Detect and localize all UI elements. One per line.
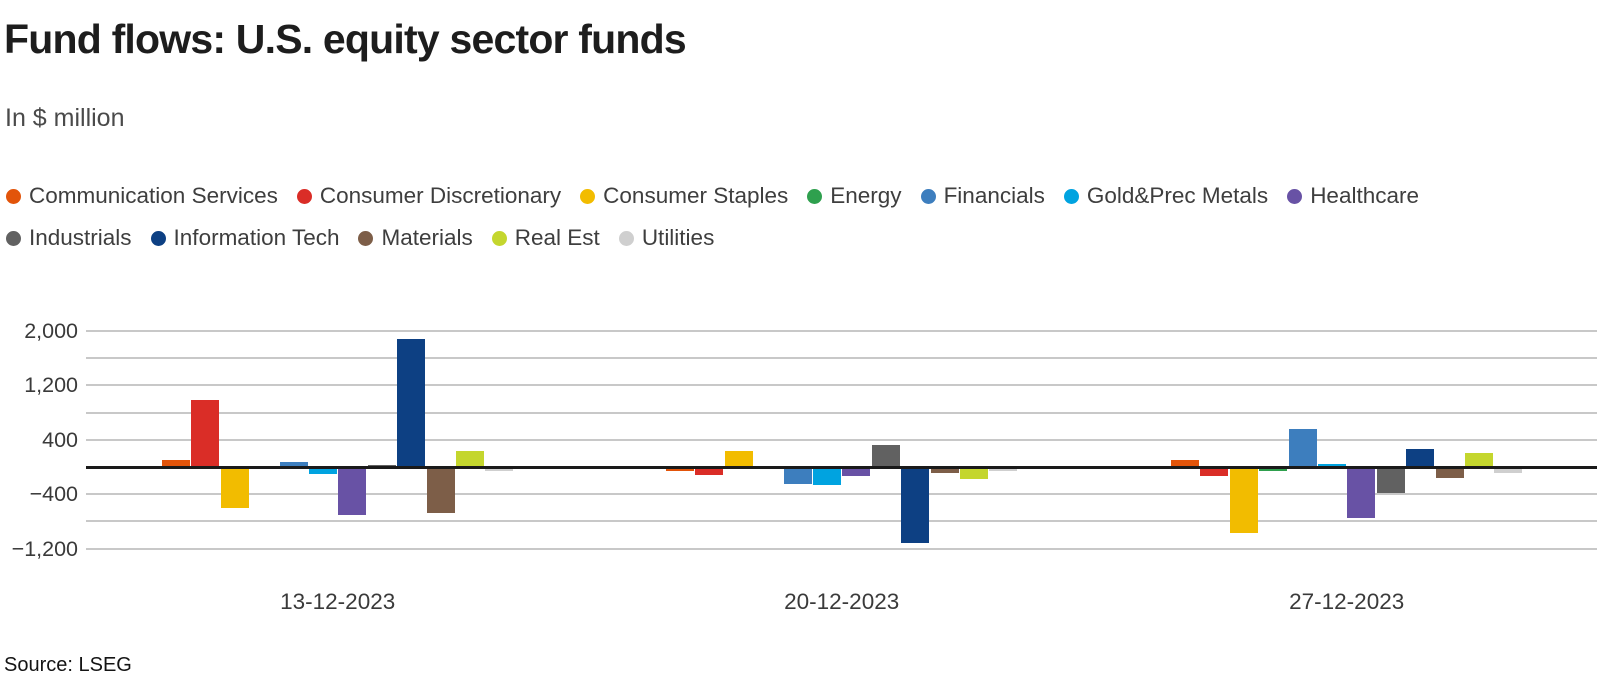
legend-item-consumer-staples: Consumer Staples [580,183,788,209]
legend-item-label: Communication Services [29,183,278,208]
bar-healthcare-20-12-2023 [842,468,871,476]
bar-information-tech-20-12-2023 [901,468,930,543]
zero-axis-line [86,465,1597,469]
legend-item-industrials: Industrials [6,225,132,251]
legend-item-communication-services: Communication Services [6,183,278,209]
legend-item-label: Information Tech [173,225,340,250]
legend-item-label: Healthcare [1310,183,1419,208]
page-title: Fund flows: U.S. equity sector funds [4,16,687,62]
bar-energy-27-12-2023 [1259,468,1288,472]
y-axis-tick-label: 400 [42,427,78,452]
legend-dot-icon [358,230,374,246]
gridline [86,411,1597,414]
y-axis-tick-label: 1,200 [24,373,78,398]
legend-item-label: Energy [830,183,902,208]
legend-dot-icon [1063,188,1079,204]
legend-dot-icon [618,230,634,246]
bar-materials-20-12-2023 [930,468,959,473]
bar-utilities-27-12-2023 [1494,468,1523,473]
gridline [86,493,1597,496]
bar-consumer-staples-27-12-2023 [1229,468,1258,533]
gridline [86,357,1597,360]
bar-information-tech-27-12-2023 [1406,448,1435,467]
bar-healthcare-13-12-2023 [338,468,367,515]
legend-dot-icon [6,230,21,246]
legend-item-label: Utilities [641,225,715,250]
legend-item-label: Industrials [29,225,132,250]
chart-legend: Communication Services Consumer Discretio… [6,181,1576,265]
legend-item-financials: Financials [920,183,1045,209]
gridline [86,330,1597,332]
bar-financials-20-12-2023 [783,468,812,484]
y-axis-tick-label: −400 [29,482,78,507]
legend-item-gold-prec-metals: Gold&Prec Metals [1063,183,1269,209]
bar-industrials-20-12-2023 [871,444,900,467]
legend-item-consumer-discretionary: Consumer Discretionary [296,183,562,209]
bar-real-est-13-12-2023 [456,450,484,467]
gridline [86,384,1597,387]
bar-utilities-20-12-2023 [989,468,1018,472]
legend-item-energy: Energy [807,183,902,209]
x-axis-label-27-12-2023: 27-12-2023 [1289,589,1405,614]
x-axis-label-13-12-2023: 13-12-2023 [280,589,396,614]
bar-financials-27-12-2023 [1288,428,1317,467]
x-axis-label-20-12-2023: 20-12-2023 [784,589,900,614]
legend-item-materials: Materials [358,225,473,251]
legend-item-real-est: Real Est [491,225,600,251]
legend-dot-icon [150,230,166,246]
bar-consumer-discretionary-20-12-2023 [695,468,724,476]
bar-healthcare-27-12-2023 [1347,468,1376,519]
legend-item-label: Consumer Staples [603,183,789,208]
bar-information-tech-13-12-2023 [397,339,426,467]
bar-consumer-discretionary-13-12-2023 [191,400,220,467]
gridline [86,520,1597,523]
bar-materials-13-12-2023 [426,468,455,513]
legend-dot-icon [491,230,507,246]
bar-communication-services-13-12-2023 [162,459,190,467]
bar-communication-services-27-12-2023 [1171,459,1199,467]
bar-gold-prec-metals-20-12-2023 [813,468,841,485]
bar-materials-27-12-2023 [1435,468,1464,478]
bar-consumer-staples-20-12-2023 [724,450,753,467]
legend-item-label: Financials [943,183,1045,208]
bar-utilities-13-12-2023 [485,468,514,472]
chart-unit-subtitle: In $ million [5,104,125,132]
y-axis-tick-label: 2,000 [24,319,78,343]
legend-dot-icon [1287,188,1303,204]
gridline [86,547,1597,550]
legend-dot-icon [296,188,312,204]
legend-dot-icon [580,188,596,204]
gridline [86,438,1597,441]
legend-dot-icon [6,188,21,204]
bar-real-est-20-12-2023 [960,468,988,479]
bar-financials-13-12-2023 [279,461,308,467]
legend-item-information-tech: Information Tech [150,225,340,251]
legend-item-healthcare: Healthcare [1287,183,1419,209]
bar-gold-prec-metals-13-12-2023 [309,468,337,475]
legend-item-label: Consumer Discretionary [319,183,562,208]
legend-row: Communication Services Consumer Discretio… [6,181,1576,211]
legend-item-label: Gold&Prec Metals [1086,183,1269,208]
legend-item-utilities: Utilities [618,225,715,251]
legend-item-label: Real Est [514,225,600,250]
legend-item-label: Materials [381,225,473,250]
y-axis-tick-label: −1,200 [11,536,78,561]
bar-consumer-staples-13-12-2023 [220,468,249,509]
bar-real-est-27-12-2023 [1465,453,1493,467]
legend-dot-icon [807,188,823,204]
legend-dot-icon [920,188,936,204]
bar-communication-services-20-12-2023 [666,468,694,472]
bar-consumer-discretionary-27-12-2023 [1200,468,1229,477]
legend-row: Industrials Information Tech Materials Real… [6,223,1576,253]
bar-industrials-27-12-2023 [1376,468,1405,494]
source-note: Source: LSEG [4,654,132,676]
